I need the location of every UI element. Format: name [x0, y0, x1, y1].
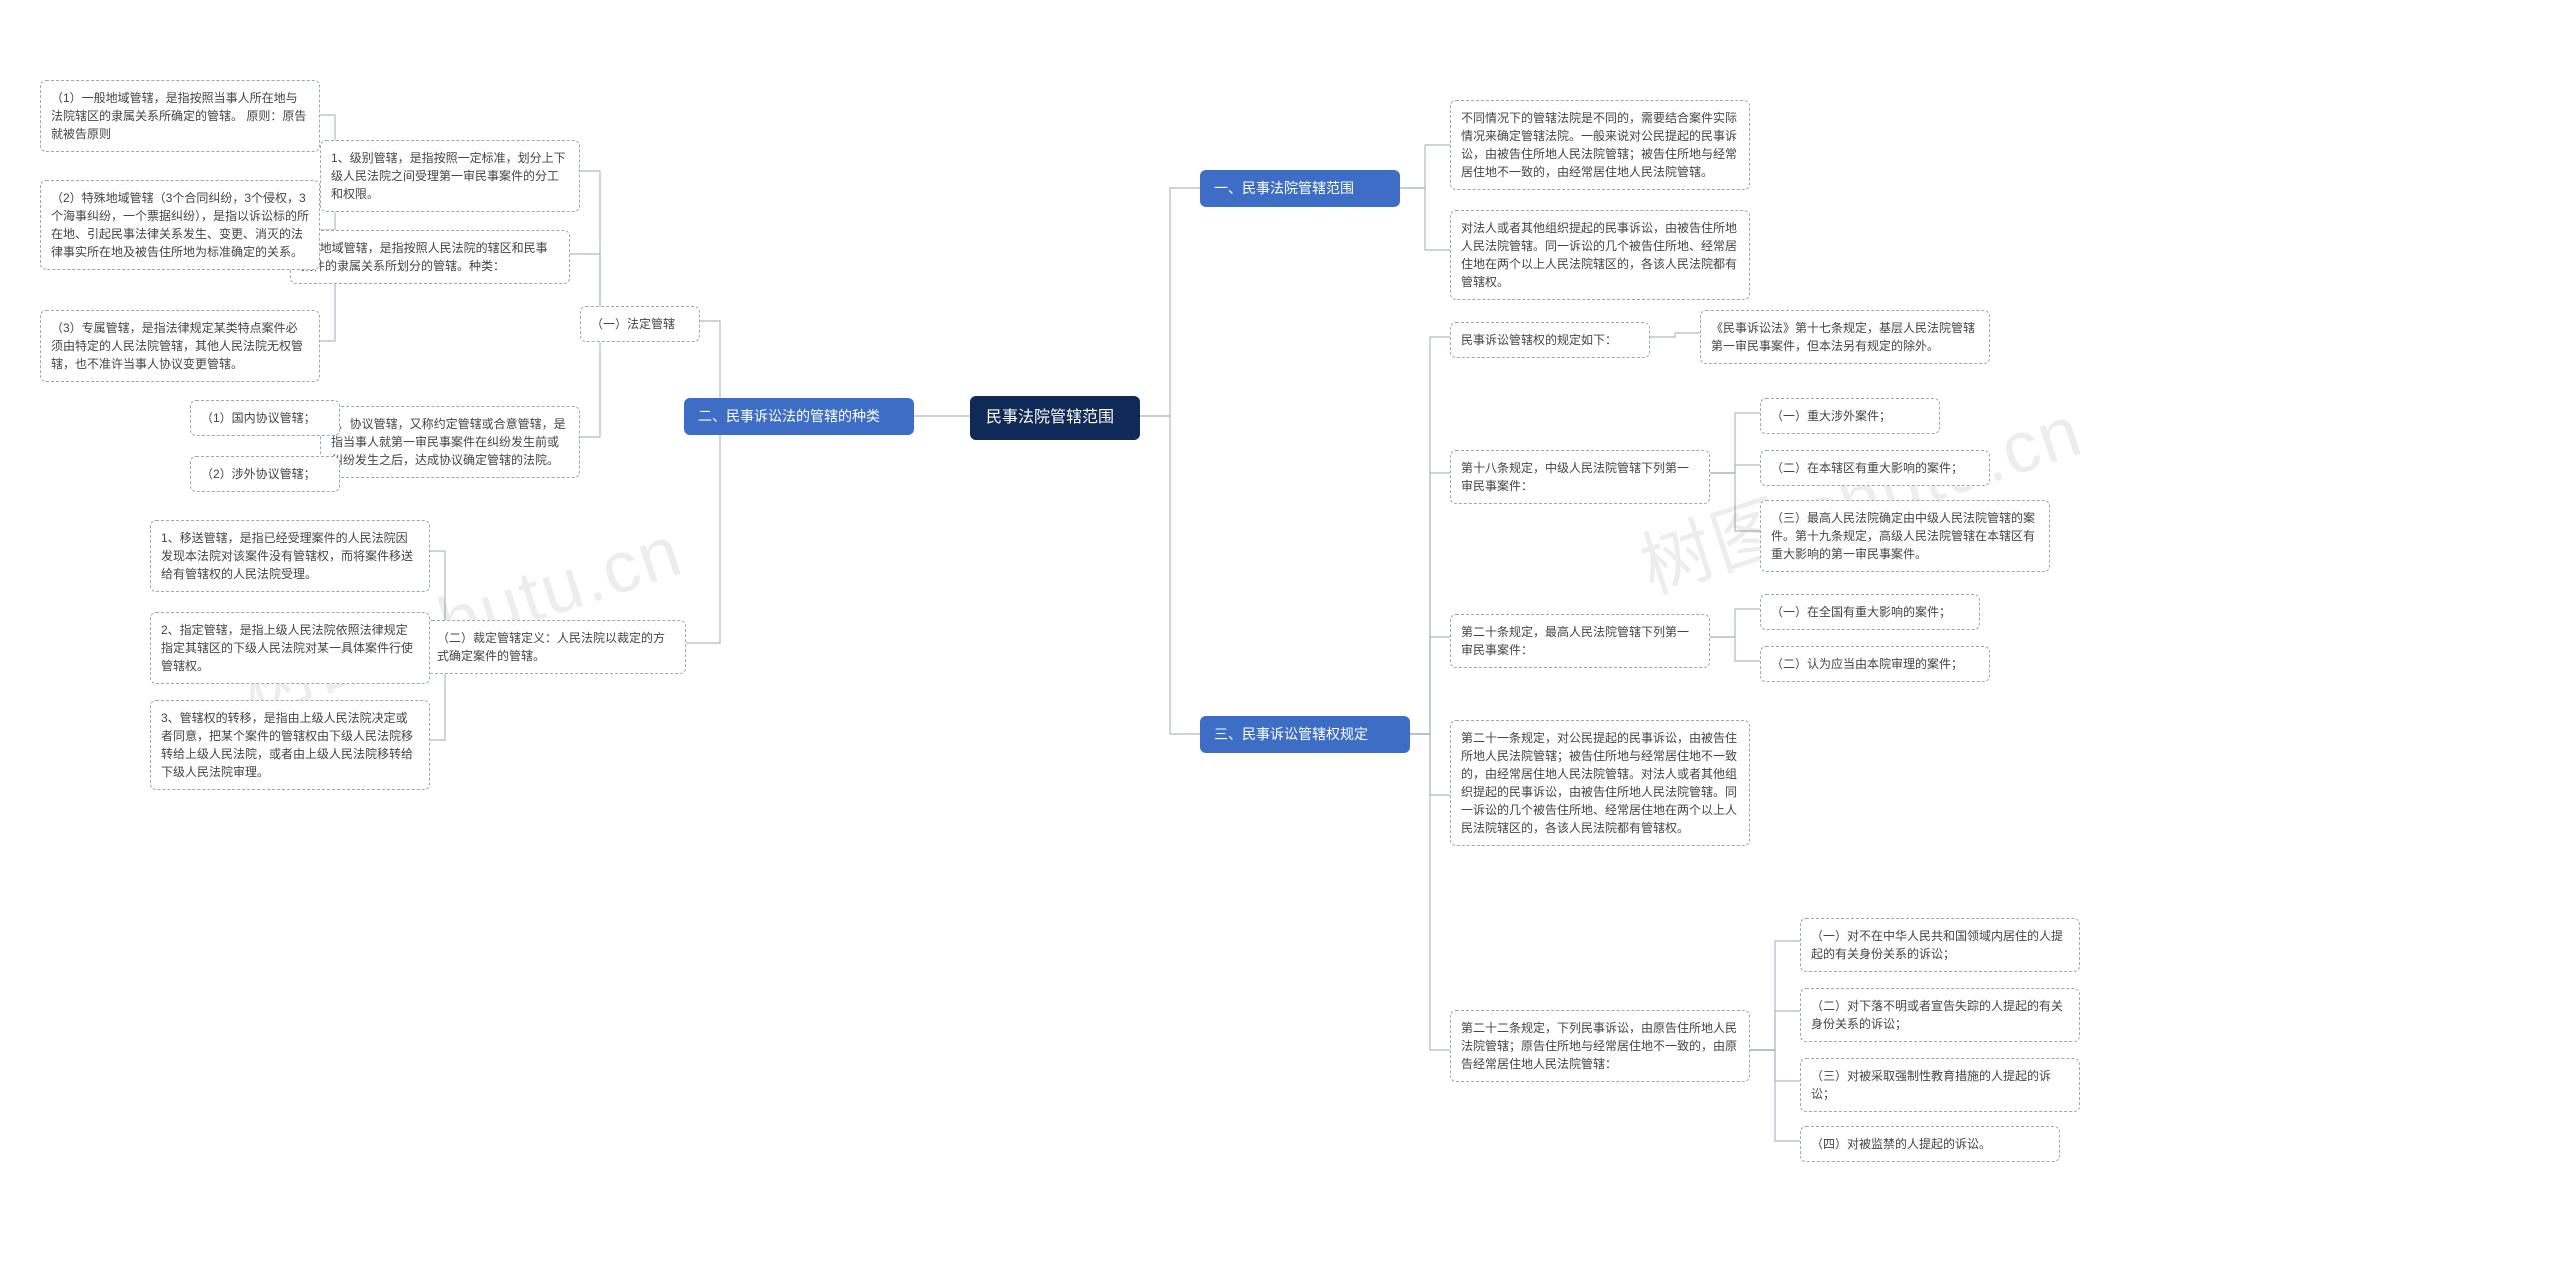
root-node: 民事法院管辖范围: [970, 396, 1140, 440]
leaf-l2b1: 1、移送管辖，是指已经受理案件的人民法院因发现本法院对该案件没有管辖权，而将案件…: [150, 520, 430, 592]
connector-b3-l3c: [1410, 637, 1450, 734]
leaf-l3e: 第二十二条规定，下列民事诉讼，由原告住所地人民法院管辖；原告住所地与经常居住地不…: [1450, 1010, 1750, 1082]
leaf-l2a2b: （2）特殊地域管辖（3个合同纠纷，3个侵权，3个海事纠纷，一个票据纠纷），是指以…: [40, 180, 320, 270]
leaf-l3c2: （二）认为应当由本院审理的案件；: [1760, 646, 1990, 682]
leaf-l3e1: （一）对不在中华人民共和国领域内居住的人提起的有关身份关系的诉讼；: [1800, 918, 2080, 972]
branch-b3: 三、民事诉讼管辖权规定: [1200, 716, 1410, 753]
leaf-l3a: 民事诉讼管辖权的规定如下：: [1450, 322, 1650, 358]
leaf-l3d: 第二十一条规定，对公民提起的民事诉讼，由被告住所地人民法院管辖；被告住所地与经常…: [1450, 720, 1750, 846]
leaf-l3b2: （二）在本辖区有重大影响的案件；: [1760, 450, 1990, 486]
connector-root-b3: [1140, 416, 1200, 734]
branch-b2: 二、民事诉讼法的管辖的种类: [684, 398, 914, 435]
connector-root-b1: [1140, 188, 1200, 416]
connector-l3e-l3e4: [1750, 1050, 1800, 1141]
connector-l3b-l3b1: [1710, 413, 1760, 473]
leaf-l2a3b: （2）涉外协议管辖；: [190, 456, 340, 492]
leaf-l2b2: 2、指定管辖，是指上级人民法院依照法律规定指定其辖区的下级人民法院对某一具体案件…: [150, 612, 430, 684]
leaf-l3a1: 《民事诉讼法》第十七条规定，基层人民法院管辖第一审民事案件，但本法另有规定的除外…: [1700, 310, 1990, 364]
connector-l3c-l3c1: [1710, 609, 1760, 637]
connector-l3a-l3a1: [1650, 333, 1700, 337]
leaf-l3c1: （一）在全国有重大影响的案件；: [1760, 594, 1980, 630]
connector-l3e-l3e3: [1750, 1050, 1800, 1081]
leaf-l3e2: （二）对下落不明或者宣告失踪的人提起的有关身份关系的诉讼；: [1800, 988, 2080, 1042]
branch-b1: 一、民事法院管辖范围: [1200, 170, 1400, 207]
leaf-l2a2c: （3）专属管辖，是指法律规定某类特点案件必须由特定的人民法院管辖，其他人民法院无…: [40, 310, 320, 382]
connector-l3c-l3c2: [1710, 637, 1760, 661]
leaf-l2b: （二）裁定管辖定义：人民法院以裁定的方式确定案件的管辖。: [426, 620, 686, 674]
connector-l3b-l3b3: [1710, 473, 1760, 531]
leaf-l2a3: 3、协议管辖，又称约定管辖或合意管辖，是指当事人就第一审民事案件在纠纷发生前或纠…: [320, 406, 580, 478]
connector-b3-l3e: [1410, 734, 1450, 1050]
leaf-l2a2: 2、地域管辖，是指按照人民法院的辖区和民事案件的隶属关系所划分的管辖。种类：: [290, 230, 570, 284]
leaf-l3c: 第二十条规定，最高人民法院管辖下列第一审民事案件：: [1450, 614, 1710, 668]
connector-l3e-l3e1: [1750, 941, 1800, 1050]
connector-b3-l3b: [1410, 473, 1450, 734]
leaf-l2a3a: （1）国内协议管辖；: [190, 400, 340, 436]
leaf-l2a2a: （1）一般地域管辖，是指按照当事人所在地与法院辖区的隶属关系所确定的管辖。 原则…: [40, 80, 320, 152]
connector-l3b-l3b2: [1710, 465, 1760, 473]
connector-b3-l3a: [1410, 337, 1450, 734]
connector-l3e-l3e2: [1750, 1011, 1800, 1050]
connector-b2-l2b: [684, 416, 720, 643]
connector-l2a-l2a1: [580, 171, 600, 321]
leaf-l2b3: 3、管辖权的转移，是指由上级人民法院决定或者同意，把某个案件的管辖权由下级人民法…: [150, 700, 430, 790]
connector-b1-l1b: [1400, 188, 1450, 250]
leaf-l3e4: （四）对被监禁的人提起的诉讼。: [1800, 1126, 2060, 1162]
leaf-l3e3: （三）对被采取强制性教育措施的人提起的诉讼；: [1800, 1058, 2080, 1112]
leaf-l2a1: 1、级别管辖，是指按照一定标准，划分上下级人民法院之间受理第一审民事案件的分工和…: [320, 140, 580, 212]
connector-b3-l3d: [1410, 734, 1450, 795]
leaf-l1b: 对法人或者其他组织提起的民事诉讼，由被告住所地人民法院管辖。同一诉讼的几个被告住…: [1450, 210, 1750, 300]
leaf-l2a: （一）法定管辖: [580, 306, 700, 342]
connector-b1-l1a: [1400, 145, 1450, 188]
leaf-l3b3: （三）最高人民法院确定由中级人民法院管辖的案件。第十九条规定，高级人民法院管辖在…: [1760, 500, 2050, 572]
leaf-l1a: 不同情况下的管辖法院是不同的，需要结合案件实际情况来确定管辖法院。一般来说对公民…: [1450, 100, 1750, 190]
leaf-l3b: 第十八条规定，中级人民法院管辖下列第一审民事案件：: [1450, 450, 1710, 504]
leaf-l3b1: （一）重大涉外案件；: [1760, 398, 1940, 434]
